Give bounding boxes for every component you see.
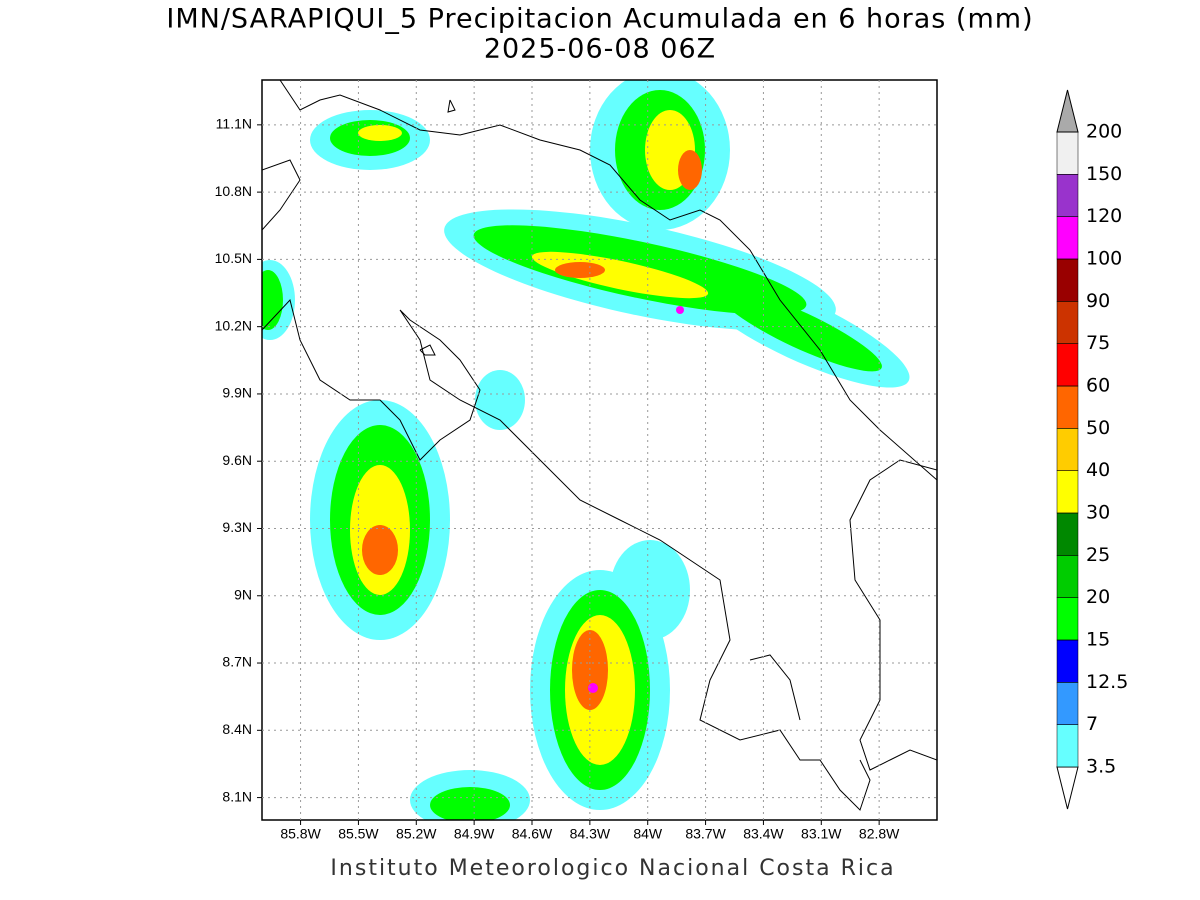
map-title: IMN/SARAPIQUI_5 Precipitacion Acumulada … (166, 4, 1033, 35)
colorbar-label: 120 (1086, 205, 1122, 227)
lat-tick-label: 11.1N (216, 116, 252, 132)
lat-tick-label: 9.3N (222, 519, 252, 535)
colorbar-label: 150 (1086, 163, 1122, 185)
colorbar-swatch (1056, 639, 1079, 683)
colorbar-label: 30 (1086, 502, 1110, 524)
lon-tick-label: 83.4W (743, 826, 784, 842)
lon-tick-label: 82.8W (859, 826, 900, 842)
lat-tick-label: 9N (234, 586, 252, 602)
colorbar-swatch (1056, 343, 1079, 387)
colorbar-label: 90 (1086, 290, 1110, 312)
colorbar-label: 100 (1086, 248, 1122, 270)
colorbar-swatch (1056, 724, 1079, 768)
lon-tick-label: 85.5W (338, 826, 379, 842)
colorbar-label: 15 (1086, 629, 1110, 651)
colorbar-swatch (1056, 131, 1079, 175)
lon-tick-label: 84.9W (454, 826, 495, 842)
map-subtitle: 2025-06-08 06Z (484, 34, 716, 65)
lat-tick-label: 10.5N (215, 250, 252, 266)
colorbar-label: 20 (1086, 586, 1110, 608)
lon-tick-label: 85.2W (396, 826, 437, 842)
colorbar-swatch (1056, 470, 1079, 514)
colorbar-label: 25 (1086, 544, 1110, 566)
colorbar-swatch (1056, 512, 1079, 556)
colorbar-label: 75 (1086, 332, 1110, 354)
lon-tick-label: 84.3W (570, 826, 611, 842)
lat-tick-label: 9.9N (222, 385, 252, 401)
colorbar-swatch (1056, 682, 1079, 725)
colorbar-swatch (1056, 385, 1079, 429)
colorbar-swatch (1056, 597, 1079, 641)
colorbar-label: 12.5 (1086, 671, 1128, 693)
colorbar-over (1056, 89, 1079, 133)
colorbar-label: 200 (1086, 121, 1122, 143)
lat-tick-label: 8.1N (222, 788, 252, 804)
lon-tick-label: 84.6W (512, 826, 553, 842)
precipitation-field (262, 80, 910, 820)
lat-tick-label: 8.4N (222, 721, 252, 737)
colorbar-swatch (1056, 428, 1079, 471)
colorbar-label: 7 (1086, 713, 1098, 735)
colorbar-swatch (1056, 216, 1079, 260)
map-frame (261, 79, 938, 821)
colorbar-swatch (1056, 555, 1079, 598)
lat-tick-label: 9.6N (222, 452, 252, 468)
colorbar-label: 3.5 (1086, 756, 1116, 778)
coastline (262, 80, 937, 811)
lon-tick-label: 83.1W (801, 826, 842, 842)
colorbar-label: 50 (1086, 417, 1110, 439)
footer: Instituto Meteorologico Nacional Costa R… (330, 856, 895, 881)
lon-tick-label: 83.7W (685, 826, 726, 842)
lon-tick-label: 84W (633, 826, 663, 842)
colorbar-label: 40 (1086, 459, 1110, 481)
lat-tick-label: 8.7N (222, 654, 252, 670)
colorbar-swatch (1056, 301, 1079, 344)
colorbar-swatch (1056, 258, 1079, 302)
colorbar-under (1056, 766, 1079, 810)
map-area (261, 79, 938, 821)
colorbar-label: 60 (1086, 375, 1110, 397)
lon-tick-label: 85.8W (280, 826, 321, 842)
colorbar-swatch (1056, 174, 1079, 217)
lat-tick-label: 10.8N (215, 183, 252, 199)
lat-tick-label: 10.2N (215, 317, 252, 333)
